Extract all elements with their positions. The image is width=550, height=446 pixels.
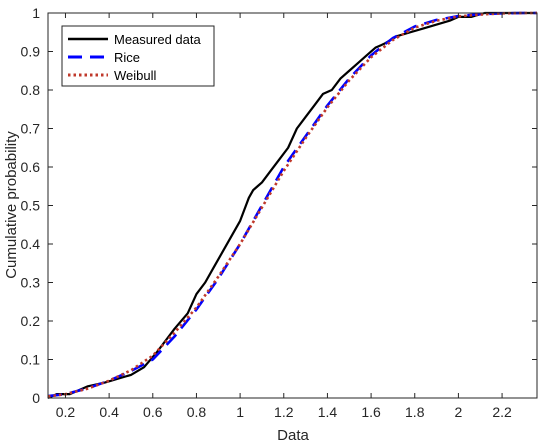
legend-label: Weibull xyxy=(114,68,157,83)
y-tick-label: 0.4 xyxy=(21,236,41,252)
series-layer xyxy=(47,11,537,400)
legend-label: Rice xyxy=(114,50,140,65)
y-tick-label: 1 xyxy=(32,5,40,21)
y-tick-label: 0.2 xyxy=(21,313,41,329)
legend-label: Measured data xyxy=(114,32,201,47)
y-tick-label: 0.9 xyxy=(21,44,41,60)
x-axis-label: Data xyxy=(277,427,309,444)
y-tick-label: 0.6 xyxy=(21,159,41,175)
y-tick-label: 0 xyxy=(32,390,40,406)
y-axis-label: Cumulative probability xyxy=(3,131,20,279)
x-tick-label: 0.4 xyxy=(99,404,119,420)
x-tick-label: 0.6 xyxy=(143,404,163,420)
y-tick-label: 0.7 xyxy=(21,121,41,137)
x-tick-label: 0.8 xyxy=(187,404,207,420)
x-tick-label: 2 xyxy=(455,404,463,420)
y-tick-label: 0.5 xyxy=(21,198,41,214)
ticks-layer: 0.2 0.4 0.6 0.8 1 1.2 1.4 1.6 1.8 2 2.2 0 0.1 0.2 0.3 0… xyxy=(21,5,537,420)
series-line-weibull xyxy=(47,11,537,398)
x-tick-label: 1.6 xyxy=(361,404,381,420)
x-tick-label: 1 xyxy=(236,404,244,420)
x-tick-label: 0.2 xyxy=(56,404,76,420)
y-tick-label: 0.3 xyxy=(21,275,41,291)
y-tick-label: 0.8 xyxy=(21,82,41,98)
x-tick-label: 1.8 xyxy=(405,404,425,420)
y-tick-label: 0.1 xyxy=(21,352,41,368)
legend-box xyxy=(61,25,215,87)
x-tick-label: 2.2 xyxy=(492,404,512,420)
x-tick-label: 1.2 xyxy=(274,404,294,420)
x-tick-label: 1.4 xyxy=(318,404,338,420)
series-line-rice xyxy=(47,11,537,398)
legend: Measured data Rice Weibull xyxy=(61,25,215,87)
